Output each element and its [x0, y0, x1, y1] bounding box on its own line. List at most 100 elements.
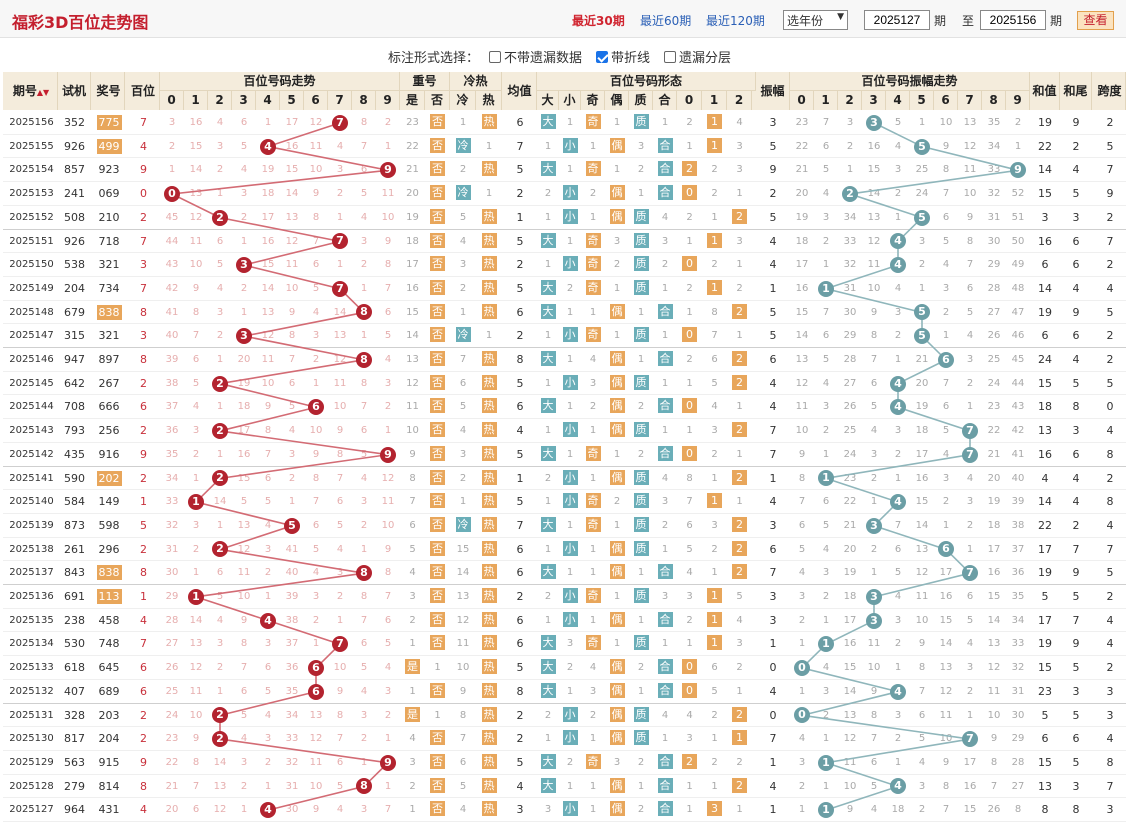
form-cell: 2 — [581, 704, 605, 728]
amp-cell: 3 — [769, 116, 777, 129]
col-issue-header[interactable]: 期号▲▼ — [5, 72, 58, 110]
amp-omit: 11 — [915, 591, 929, 602]
trend-omit: 2 — [360, 519, 368, 531]
repeat-cell: 9 — [400, 443, 425, 467]
trend-omit: 4 — [240, 164, 248, 176]
checkbox-layer[interactable] — [664, 50, 676, 63]
trend-digit-header: 3 — [232, 91, 256, 110]
amp-omit: 21 — [843, 519, 857, 531]
amp-ball: 1 — [818, 470, 834, 487]
cold-value: 热 — [481, 422, 497, 438]
repeat-cell: 6 — [400, 514, 425, 538]
jianghao-value: 321 — [98, 258, 120, 272]
to-issue-input[interactable] — [980, 10, 1046, 30]
form-value: 2 — [732, 469, 747, 485]
query-button[interactable]: 查看 — [1077, 11, 1114, 30]
table-row — [3, 489, 1126, 491]
trend-omit: 17 — [237, 425, 251, 437]
mean-cell: 1 — [516, 210, 524, 224]
amp-omit: 13 — [987, 638, 1001, 650]
option-bar: 标注形式选择： 不带遗漏数据 带折线 遗漏分层 — [0, 40, 1126, 70]
option-no-omit[interactable]: 不带遗漏数据 — [489, 47, 582, 66]
form-cell: 小 — [559, 324, 581, 348]
form-value: 1 — [661, 733, 669, 745]
amp-omit: 19 — [987, 496, 1001, 508]
amp-omit: 2 — [894, 330, 902, 342]
cold-value: 冷 — [455, 516, 471, 532]
amp-omit: 7 — [870, 354, 878, 365]
checkbox-line[interactable] — [596, 50, 608, 63]
sort-icon[interactable]: ▲▼ — [36, 88, 50, 97]
form-value: 0 — [682, 185, 697, 201]
form-value: 奇 — [585, 161, 601, 177]
repeat-value: 否 — [430, 635, 445, 651]
amp-cell: 7 — [769, 447, 777, 461]
amp-omit: 12 — [843, 733, 857, 745]
table-row — [3, 275, 1126, 277]
year-select[interactable]: 选年份 ▼ — [783, 10, 848, 30]
form-value: 4 — [589, 662, 597, 674]
amp-omit: 4 — [918, 756, 926, 768]
form-value: 质 — [633, 706, 649, 722]
table-row — [3, 418, 1126, 420]
amp-digit-header: 5 — [910, 91, 934, 110]
tail-cell: 6 — [1072, 234, 1080, 248]
form-cell: 偶 — [605, 182, 629, 206]
form-value: 小 — [562, 493, 578, 509]
amp-cell: 0 — [769, 661, 777, 675]
sum-cell: 17 — [1038, 542, 1052, 556]
checkbox-no-omit[interactable] — [489, 50, 501, 63]
options-label: 标注形式选择： — [388, 51, 480, 66]
amp-omit: 4 — [798, 567, 806, 579]
amp-ball: 3 — [866, 612, 882, 629]
repeat-cell: 1 — [425, 704, 450, 728]
amp-omit: 2 — [918, 804, 926, 816]
period-link-120[interactable]: 最近120期 — [706, 14, 765, 28]
mean-cell: 6 — [516, 613, 524, 627]
from-issue-input[interactable] — [864, 10, 930, 30]
form-value: 1 — [661, 377, 669, 389]
amp-omit: 10 — [963, 188, 977, 200]
form-cell: 2 — [702, 538, 727, 562]
form-value: 1 — [661, 330, 669, 342]
repeat-value: 17 — [406, 259, 419, 271]
trend-omit: 3 — [168, 117, 176, 128]
form-cell: 合 — [653, 158, 677, 182]
amp-omit: 34 — [1011, 614, 1025, 626]
form-value: 3 — [566, 638, 574, 650]
trend-omit: 16 — [237, 448, 251, 460]
trend-omit: 6 — [336, 496, 344, 508]
form-cell: 偶 — [605, 467, 629, 491]
cold-cell: 10 — [450, 656, 476, 680]
trend-omit: 9 — [240, 614, 248, 626]
form-cell: 大 — [537, 680, 559, 704]
form-value: 2 — [566, 282, 574, 294]
period-link-30[interactable]: 最近30期 — [572, 14, 625, 28]
cold-value: 热 — [481, 469, 497, 485]
option-line[interactable]: 带折线 — [596, 47, 650, 66]
cold-cell: 7 — [450, 348, 476, 372]
option-layer[interactable]: 遗漏分层 — [664, 47, 731, 66]
tail-cell: 5 — [1072, 708, 1080, 722]
amp-omit: 4 — [942, 259, 950, 271]
trend-omit: 9 — [312, 448, 320, 460]
trend-omit: 14 — [213, 756, 227, 768]
span-cell: 2 — [1106, 329, 1114, 343]
form-value: 2 — [544, 188, 552, 200]
amp-omit: 24 — [987, 377, 1001, 389]
form-value: 小 — [562, 706, 578, 722]
period-link-60[interactable]: 最近60期 — [640, 14, 692, 28]
repeat-cell: 12 — [400, 372, 425, 396]
form-value: 1 — [686, 804, 693, 816]
amp-cell: 5 — [769, 139, 777, 153]
amp-omit: 33 — [843, 235, 857, 247]
form-value: 0 — [682, 682, 697, 698]
jianghao-value: 689 — [98, 684, 120, 698]
amp-cell: 5 — [769, 210, 777, 224]
jianghao-cell: 113 — [93, 585, 125, 609]
form-cell: 1 — [653, 538, 677, 562]
amp-omit: 16 — [843, 638, 857, 650]
form-cell: 2 — [677, 348, 702, 372]
span-cell: 2 — [1106, 210, 1114, 224]
repeat-cell: 21 — [400, 158, 425, 182]
